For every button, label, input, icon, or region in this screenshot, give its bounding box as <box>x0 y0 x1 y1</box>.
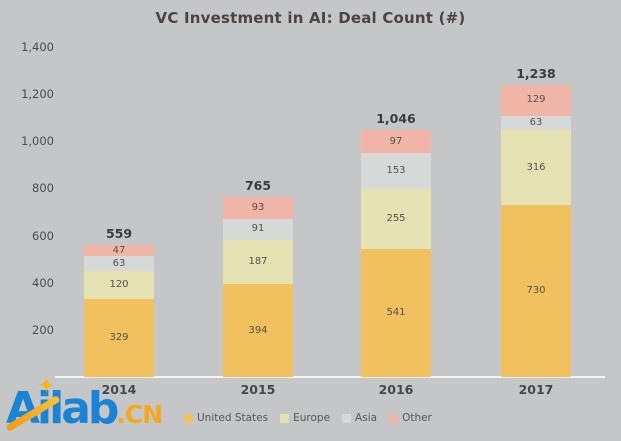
x-axis-category-label-2015: 2015 <box>240 382 276 397</box>
bar-segment-europe-2017: 316 <box>501 130 571 205</box>
bar-total-label-2016: 1,046 <box>376 111 416 127</box>
segment-value-label: 97 <box>389 135 403 147</box>
bar-segment-asia-2015: 91 <box>223 218 293 241</box>
x-axis-category-label-2017: 2017 <box>518 382 554 397</box>
bar-segment-asia-2016: 153 <box>361 153 431 190</box>
ailab-logo: ✦ Ailab.CN <box>5 376 222 439</box>
bar-segment-europe-2015: 187 <box>223 240 293 285</box>
y-axis-tick-label: 1,000 <box>21 134 54 149</box>
bar-segment-asia-2014: 63 <box>84 256 154 272</box>
legend-label: Other <box>402 412 432 424</box>
y-axis-tick-label: 200 <box>32 322 54 337</box>
segment-value-label: 129 <box>526 94 546 106</box>
segment-value-label: 63 <box>112 257 126 269</box>
segment-value-label: 63 <box>529 117 543 128</box>
legend-swatch-icon <box>342 413 352 423</box>
bar-segment-europe-2016: 255 <box>361 189 431 250</box>
bar-segment-asia-2017: 63 <box>501 115 571 131</box>
segment-value-label: 153 <box>386 165 406 177</box>
y-axis-tick-label: 800 <box>32 181 54 196</box>
segment-value-label: 394 <box>248 324 268 336</box>
legend-item-europe: Europe <box>280 412 330 424</box>
logo-suffix-text: .CN <box>116 400 163 429</box>
legend-label: Europe <box>293 412 331 424</box>
segment-value-label: 255 <box>386 213 406 225</box>
segment-value-label: 91 <box>251 223 265 235</box>
legend-swatch-icon <box>184 413 193 423</box>
bar-segment-other-2016: 97 <box>361 130 431 154</box>
segment-value-label: 541 <box>386 307 406 319</box>
bar-segment-other-2014: 47 <box>84 244 154 257</box>
bar-total-label-2014: 559 <box>105 226 133 242</box>
bar-segment-united-states-2015: 394 <box>223 284 293 377</box>
segment-value-label: 120 <box>109 279 129 291</box>
segment-value-label: 316 <box>526 161 546 173</box>
legend-item-united-states: United States <box>184 412 268 424</box>
bar-total-label-2015: 765 <box>244 177 272 193</box>
legend-item-asia: Asia <box>342 412 377 424</box>
legend-swatch-icon <box>389 413 399 423</box>
x-axis-category-label-2016: 2016 <box>378 382 414 397</box>
x-axis-line <box>55 376 605 378</box>
y-axis-tick-label: 1,200 <box>21 87 54 102</box>
chart-legend: United States Europe Asia Other <box>184 412 432 424</box>
y-axis-tick-label: 600 <box>32 228 54 243</box>
x-axis-category-label-2014: 2014 <box>101 382 137 397</box>
bar-total-label-2017: 1,238 <box>516 66 556 82</box>
bar-segment-united-states-2014: 329 <box>84 299 154 377</box>
segment-value-label: 187 <box>248 256 268 268</box>
star-icon: ✦ <box>37 374 56 399</box>
chart-title: VC Investment in AI: Deal Count (#) <box>155 9 466 27</box>
segment-value-label: 730 <box>526 284 546 296</box>
bar-segment-united-states-2016: 541 <box>361 249 431 377</box>
legend-swatch-icon <box>280 413 290 423</box>
legend-label: Asia <box>355 412 378 424</box>
bar-segment-other-2015: 93 <box>223 196 293 219</box>
y-axis-tick-label: 400 <box>32 275 54 290</box>
bar-segment-other-2017: 129 <box>501 85 571 116</box>
y-axis-tick-label: 1,400 <box>21 40 54 54</box>
segment-value-label: 47 <box>112 244 126 256</box>
segment-value-label: 329 <box>109 332 129 344</box>
legend-item-other: Other <box>389 412 432 424</box>
bar-segment-united-states-2017: 730 <box>501 204 571 377</box>
segment-value-label: 93 <box>251 201 265 213</box>
legend-label: United States <box>197 412 269 424</box>
logo-brand-text: Ailab <box>6 383 119 434</box>
bar-segment-europe-2014: 120 <box>84 271 154 300</box>
